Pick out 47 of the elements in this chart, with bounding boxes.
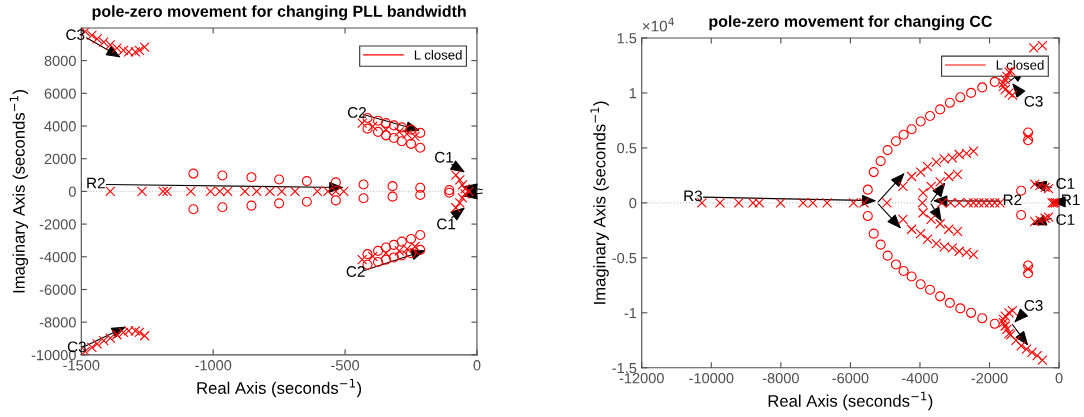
y-tick-label: 6000 (44, 88, 76, 99)
text: ×10$^{4}$ (642, 17, 674, 32)
y-tick-label: 0 (68, 186, 76, 197)
annotation: R2 (1003, 194, 1022, 206)
x-tick-label: 0 (473, 360, 481, 371)
x-tick-label: -12000 (619, 373, 664, 384)
chart-title: pole-zero movement for changing CC (709, 15, 992, 31)
annotation: C1 (1056, 178, 1075, 189)
y-tick-label: 1.5 (617, 33, 637, 44)
x-tick-label: -500 (331, 360, 360, 371)
y-tick-label: -2000 (39, 219, 76, 230)
x-tick-label: 0 (1055, 373, 1063, 384)
y-tick-label: 8000 (44, 55, 76, 67)
y-tick-label: -4000 (39, 251, 76, 263)
chart-title: pole-zero movement for changing PLL bandwidth (92, 5, 466, 21)
y-axis-title: Imaginary Axis (seconds$^{−1}$) (9, 90, 29, 293)
annotation: C2 (346, 266, 365, 277)
legend-label: L closed (996, 60, 1044, 70)
x-tick-label: -8000 (762, 373, 799, 384)
y-tick-label: -0.5 (612, 252, 637, 264)
legend-label: L closed (414, 49, 462, 60)
y-axis-title: Imaginary Axis (seconds$^{−1}$) (590, 101, 609, 304)
x-axis-title: Real Axis (seconds$^{−1}$) (768, 391, 933, 411)
annotation: R2 (87, 177, 105, 189)
x-tick-label: -6000 (832, 373, 869, 384)
annotation: C3 (1024, 300, 1043, 311)
y-tick-label: 1 (629, 88, 637, 99)
y-tick-label: 4000 (44, 121, 76, 132)
y-tick-label: -8000 (39, 317, 76, 328)
x-tick-label: -2000 (971, 373, 1008, 384)
y-tick-label: -1.5 (612, 363, 637, 374)
y-tick-label: 0 (629, 197, 637, 209)
y-tick-label: -1 (624, 308, 637, 319)
x-tick-label: -1500 (63, 360, 100, 371)
x-tick-label: -4000 (901, 373, 939, 384)
annotation: C1 (1056, 214, 1075, 225)
x-tick-label: -10000 (689, 373, 734, 384)
x-tick-label: -1000 (195, 360, 232, 371)
annotation: R3 (684, 190, 703, 202)
annotation: C3 (1024, 95, 1043, 107)
annotation: C1 (437, 218, 456, 230)
annotation: C2 (347, 107, 366, 118)
x-axis-title: Real Axis (seconds$^{−1}$) (197, 378, 362, 398)
annotation: C1 (435, 151, 454, 163)
y-tick-label: -6000 (39, 284, 76, 295)
y-tick-label: 2000 (44, 153, 76, 165)
y-tick-label: 0.5 (617, 143, 637, 154)
